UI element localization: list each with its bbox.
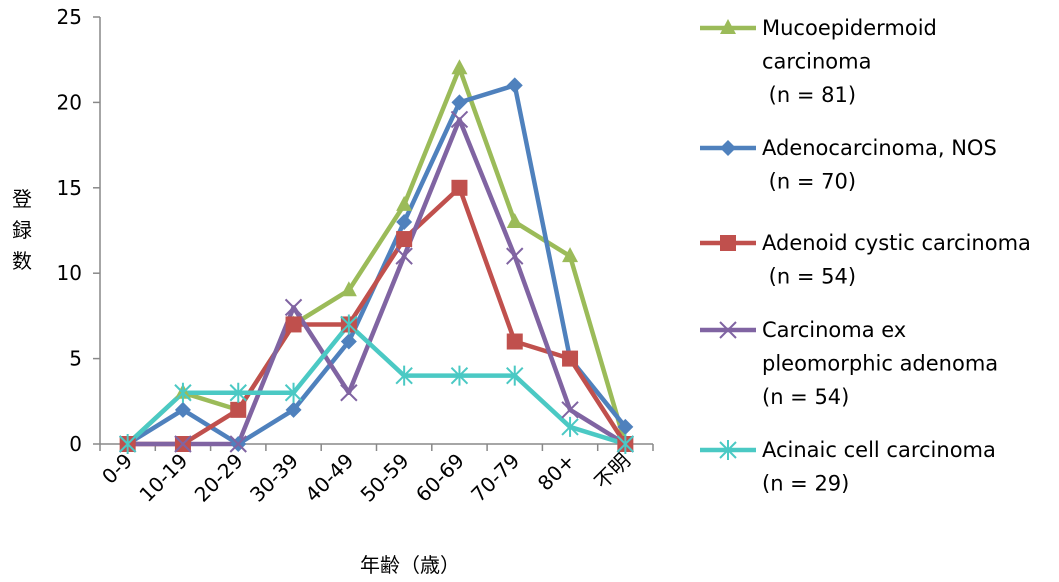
data-point-diamond	[506, 77, 523, 94]
data-point-star	[174, 382, 192, 403]
data-point-diamond	[617, 418, 634, 435]
data-point-diamond	[396, 213, 413, 230]
data-point-star	[561, 416, 579, 437]
series-line-5	[126, 322, 627, 447]
legend-marker-square	[720, 235, 736, 251]
data-point-star	[395, 365, 413, 386]
legend-entry: Acinaic cell carcinoma (n = 29)	[700, 438, 996, 496]
x-tick-label: 70-79	[466, 449, 524, 507]
x-tick-label: 50-59	[356, 449, 414, 507]
x-tick-label: 0-9	[97, 449, 137, 489]
data-point-x	[395, 247, 413, 265]
legend-marker-x	[719, 321, 737, 339]
data-point-star	[616, 434, 635, 454]
legend-entry: Adenocarcinoma, NOS (n = 70)	[700, 136, 997, 194]
data-point-star	[450, 365, 469, 386]
data-point-triangle	[396, 195, 413, 211]
y-tick-label: 5	[69, 347, 82, 371]
data-point-triangle	[562, 247, 579, 263]
x-tick-label: 30-39	[245, 449, 303, 507]
series-markers	[118, 59, 635, 454]
legend-marker-star	[719, 440, 737, 460]
data-point-star	[506, 365, 524, 386]
legend-label: Adenocarcinoma, NOS (n = 70)	[762, 136, 997, 194]
data-point-triangle	[340, 281, 357, 297]
data-point-diamond	[451, 94, 468, 111]
x-tick-label: 20-29	[190, 449, 248, 507]
x-tick-label: 不明	[590, 449, 635, 494]
y-tick-label: 20	[57, 90, 82, 114]
y-axis-title: 登録数	[12, 187, 32, 273]
data-point-diamond	[285, 401, 302, 418]
series-line-2	[126, 83, 628, 447]
legend-label: Mucoepidermoid carcinoma (n = 81)	[762, 16, 937, 107]
data-point-x	[174, 435, 192, 453]
x-tick-label: 10-19	[134, 449, 192, 507]
data-point-x	[340, 384, 358, 402]
x-tick-label: 40-49	[300, 449, 358, 507]
legend-entry: Carcinoma ex pleomorphic adenoma (n = 54)	[700, 318, 998, 409]
legend-label: Acinaic cell carcinoma (n = 29)	[762, 438, 996, 496]
data-point-x	[506, 247, 524, 265]
legend-marker-diamond	[720, 140, 736, 156]
data-point-x	[284, 298, 303, 317]
x-tick-label: 80+	[533, 449, 580, 496]
series-line-1	[126, 65, 628, 446]
data-point-star	[229, 382, 247, 403]
y-axis-ticks: 0 5 10 15 20 25	[57, 5, 100, 456]
legend-marker-triangle	[720, 19, 736, 34]
y-tick-label: 15	[57, 176, 82, 200]
y-tick-label: 10	[57, 261, 82, 285]
data-point-square	[562, 350, 579, 367]
series-lines	[126, 65, 628, 447]
data-point-square	[451, 179, 468, 196]
data-point-x	[229, 435, 247, 453]
data-point-star	[284, 382, 303, 403]
data-point-square	[230, 401, 247, 418]
y-tick-label: 0	[69, 432, 82, 456]
y-axis-title-char: 数	[12, 249, 32, 273]
legend-entry: Adenoid cystic carcinoma (n = 54)	[700, 231, 1031, 289]
data-point-square	[396, 231, 413, 248]
legend-label: Adenoid cystic carcinoma (n = 54)	[762, 231, 1031, 289]
data-point-triangle	[506, 212, 523, 228]
legend-label: Carcinoma ex pleomorphic adenoma (n = 54)	[762, 318, 998, 409]
y-axis-title-char: 登	[12, 187, 32, 211]
data-point-diamond	[174, 401, 191, 418]
x-tick-label: 60-69	[411, 449, 469, 507]
legend-entry: Mucoepidermoid carcinoma (n = 81)	[700, 16, 937, 107]
data-point-star	[340, 314, 358, 335]
data-point-x	[450, 110, 469, 129]
data-point-diamond	[340, 333, 357, 350]
y-tick-label: 25	[57, 5, 82, 29]
data-point-square	[506, 333, 523, 350]
series-line-4	[127, 117, 627, 447]
axes	[99, 17, 653, 445]
y-axis-title-char: 録	[12, 218, 32, 242]
data-point-x	[561, 401, 579, 419]
x-axis-title: 年齢（歳）	[360, 553, 460, 577]
data-point-star	[118, 434, 137, 454]
series-line-3	[127, 185, 628, 447]
legend: Mucoepidermoid carcinoma (n = 81) Adenocar…	[700, 16, 1031, 496]
data-point-square	[285, 316, 302, 333]
data-point-triangle	[451, 59, 468, 75]
